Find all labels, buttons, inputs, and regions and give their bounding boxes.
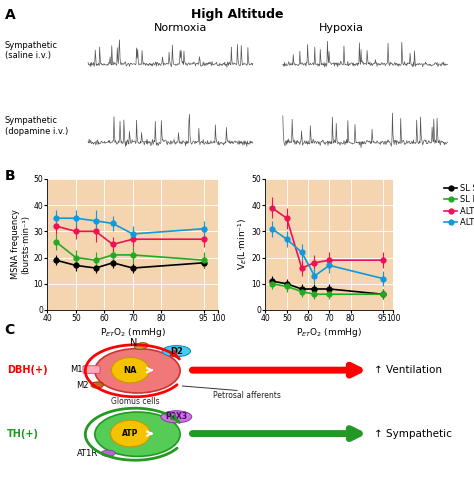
Ellipse shape <box>91 382 103 388</box>
Text: P2X3: P2X3 <box>165 412 187 421</box>
X-axis label: P$_{ET}$O$_2$ (mmHg): P$_{ET}$O$_2$ (mmHg) <box>100 326 166 339</box>
Ellipse shape <box>134 343 148 349</box>
Text: C: C <box>5 323 15 337</box>
X-axis label: P$_{ET}$O$_2$ (mmHg): P$_{ET}$O$_2$ (mmHg) <box>296 326 363 339</box>
Circle shape <box>110 420 150 447</box>
Ellipse shape <box>161 411 192 423</box>
Text: NA: NA <box>124 366 137 374</box>
Text: DBH(+): DBH(+) <box>7 364 48 374</box>
Ellipse shape <box>162 346 191 357</box>
Text: ↑ Sympathetic: ↑ Sympathetic <box>374 428 452 438</box>
Text: Sympathetic
(saline i.v.): Sympathetic (saline i.v.) <box>5 41 58 60</box>
Text: ↑ Ventilation: ↑ Ventilation <box>374 365 442 375</box>
FancyBboxPatch shape <box>83 366 100 373</box>
Text: AT1R: AT1R <box>77 449 99 458</box>
Ellipse shape <box>95 412 180 457</box>
Ellipse shape <box>95 349 180 393</box>
Text: Petrosal afferents: Petrosal afferents <box>212 392 281 400</box>
Text: M2: M2 <box>77 381 89 390</box>
Y-axis label: V$_E$(L·min⁻¹): V$_E$(L·min⁻¹) <box>236 218 249 271</box>
Text: B: B <box>5 169 15 183</box>
Text: N: N <box>130 338 137 348</box>
Text: High Altitude: High Altitude <box>191 8 283 21</box>
Legend: SL Saline, SL Dopamine, ALT Saline, ALT Dopamine: SL Saline, SL Dopamine, ALT Saline, ALT … <box>441 180 474 231</box>
Text: M1: M1 <box>70 365 82 374</box>
Text: Normoxia: Normoxia <box>154 23 207 33</box>
Text: Sympathetic
(dopamine i.v.): Sympathetic (dopamine i.v.) <box>5 116 68 136</box>
Text: D2: D2 <box>170 347 183 356</box>
Text: TH(+): TH(+) <box>7 428 39 438</box>
Text: A: A <box>5 8 16 22</box>
Y-axis label: MSNA frequency
(bursts·min⁻¹): MSNA frequency (bursts·min⁻¹) <box>11 210 31 279</box>
Text: ATP: ATP <box>122 429 138 438</box>
Text: Hypoxia: Hypoxia <box>319 23 364 33</box>
Circle shape <box>111 357 149 383</box>
Text: Glomus cells: Glomus cells <box>111 397 159 406</box>
Ellipse shape <box>101 450 115 457</box>
